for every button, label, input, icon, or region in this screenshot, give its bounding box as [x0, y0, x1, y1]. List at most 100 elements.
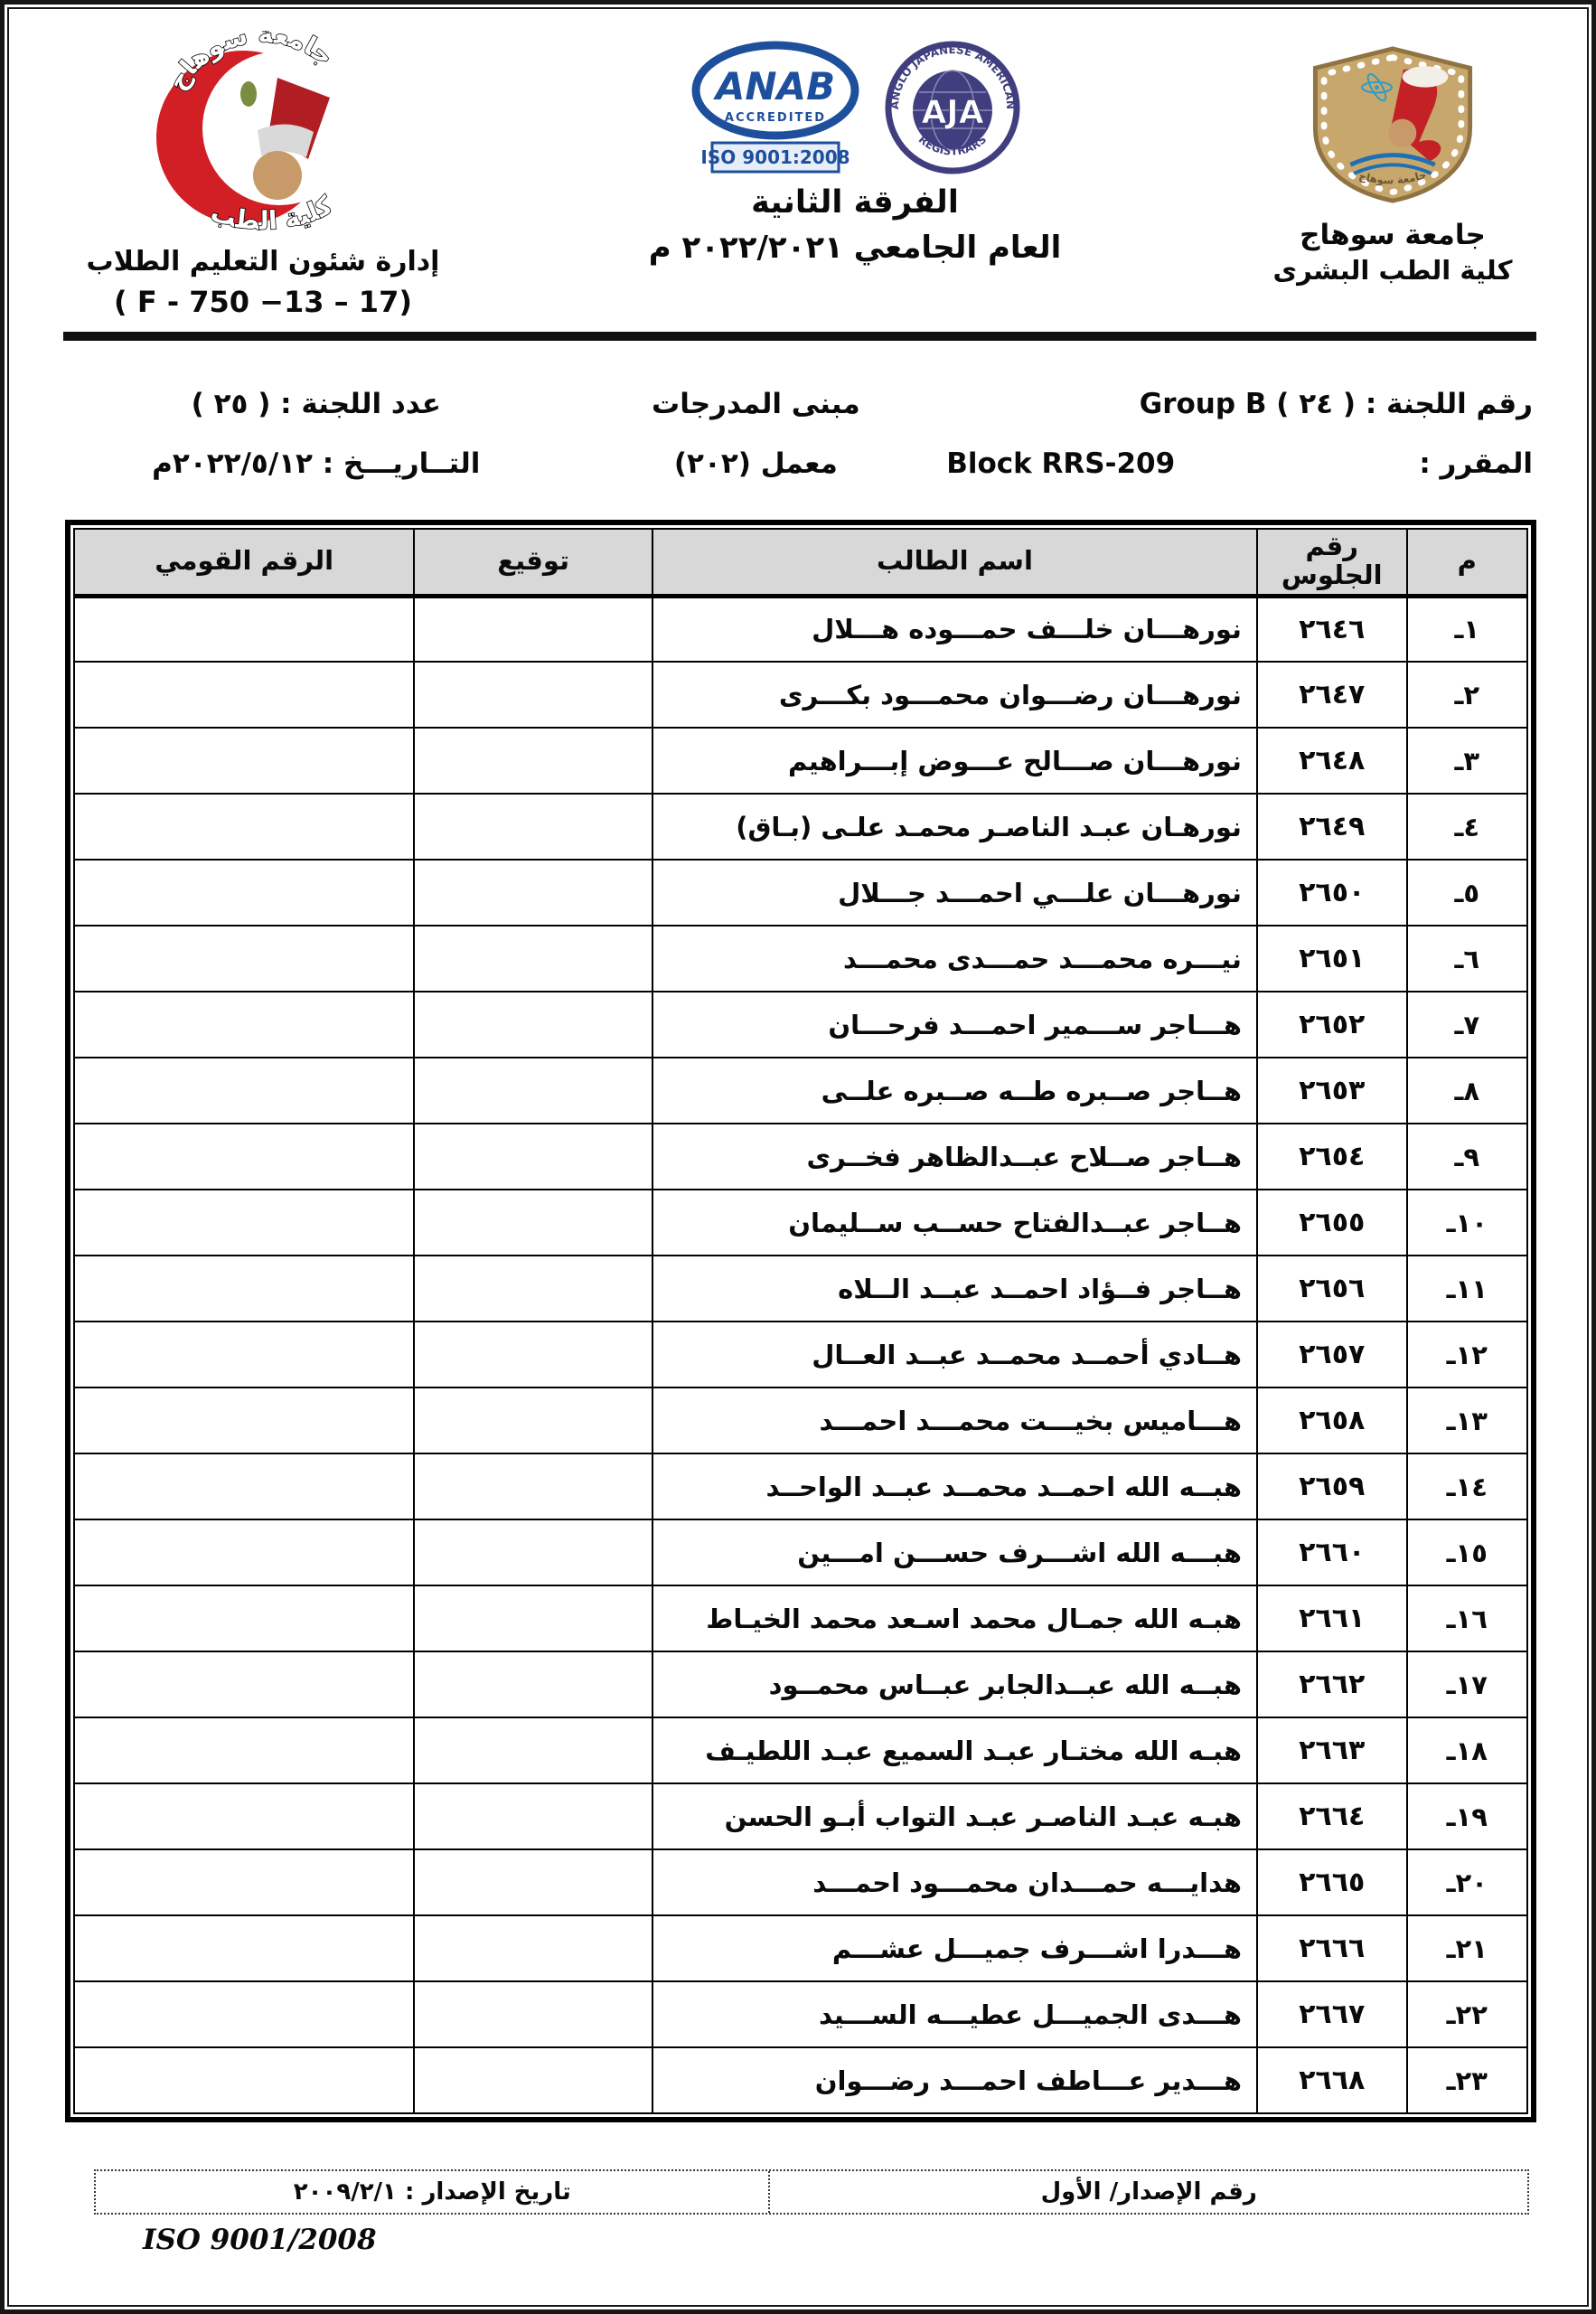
name-cell: هبـه عبـد الناصـر عبـد التواب أبـو الحسن	[652, 1783, 1258, 1850]
national-id-cell	[72, 1783, 416, 1850]
signature-cell	[413, 1255, 653, 1322]
national-id-cell	[72, 1519, 416, 1586]
student-row: ٣ـ ٢٦٤٨ نورهـــان صـــالح عـــوض إبـــراهي…	[72, 727, 1529, 795]
student-row: ٢ـ ٢٦٤٧ نورهـــان رضـــوان محمـــود بكـــر…	[72, 661, 1529, 729]
seat-cell: ٢٦٤٧	[1255, 661, 1408, 729]
student-row: ٨ـ ٢٦٥٣ هــاجر صــبره طــه صــبره علــى	[72, 1057, 1529, 1124]
student-row: ١٥ـ ٢٦٦٠ هبـــه الله اشـــرف حســـن امـــي…	[72, 1519, 1529, 1586]
signature-cell	[413, 991, 653, 1058]
m-cell: ٥ـ	[1405, 859, 1529, 927]
exam-info-section: رقم اللجنة : ( ٢٤ ) Group B مبنى المدرجا…	[67, 368, 1533, 480]
anab-wordmark: ANAB	[713, 64, 835, 108]
leaf-shape	[240, 81, 257, 107]
name-cell: هبـه الله مختـار عبـد السميع عبـد اللطيـ…	[652, 1717, 1258, 1784]
signature-cell	[413, 727, 653, 795]
page-header: جامعة سوهاج جامعة سوهاج كلية الطب البشرى…	[9, 9, 1587, 319]
signature-cell	[413, 1914, 653, 1982]
seat-cell: ٢٦٦٢	[1255, 1651, 1408, 1718]
seat-cell: ٢٦٤٩	[1255, 793, 1408, 861]
atom-icon	[1360, 80, 1393, 94]
signature-cell	[413, 1321, 653, 1388]
m-cell: ١٩ـ	[1405, 1783, 1529, 1850]
national-id-cell	[72, 595, 416, 663]
header-signature: توقيع	[413, 528, 653, 598]
page-inner-frame: جامعة سوهاج جامعة سوهاج كلية الطب البشرى…	[7, 7, 1589, 2307]
m-cell: ٩ـ	[1405, 1123, 1529, 1190]
m-cell: ١٥ـ	[1405, 1519, 1529, 1586]
seat-cell: ٢٦٥٨	[1255, 1387, 1408, 1454]
lab-label: معمل (٢٠٢)	[673, 447, 838, 480]
signature-cell	[413, 1189, 653, 1256]
national-id-cell	[72, 991, 416, 1058]
header-m: م	[1405, 528, 1529, 598]
national-id-cell	[72, 2046, 416, 2114]
header-seat-number: رقم الجلوس	[1255, 528, 1408, 598]
name-cell: نورهـــان رضـــوان محمـــود بكـــرى	[652, 661, 1258, 729]
national-id-cell	[72, 1914, 416, 1982]
student-row: ١ـ ٢٦٤٦ نورهـــان خلـــف حمـــوده هـــلال	[72, 595, 1529, 663]
m-cell: ١١ـ	[1405, 1255, 1529, 1322]
anab-iso-label: ISO 9001:2008	[700, 146, 850, 168]
national-id-cell	[72, 1848, 416, 1916]
student-row: ١٧ـ ٢٦٦٢ هبــه الله عبــدالجابر عبــاس محم…	[72, 1651, 1529, 1718]
student-row: ٢٣ـ ٢٦٦٨ هـــدير عـــاطف احمـــد رضـــوان	[72, 2046, 1529, 2114]
student-row: ٦ـ ٢٦٥١ نيـــره محمـــد حمـــدى محمـــد	[72, 925, 1529, 992]
name-cell: هبـه الله جمـال محمد اسـعد محمد الخيـاط	[652, 1585, 1258, 1652]
admin-block: جامعة سوهاج كلية الطب إدارة شئون التعليم…	[51, 18, 475, 319]
m-cell: ١٧ـ	[1405, 1651, 1529, 1718]
seat-cell: ٢٦٥١	[1255, 925, 1408, 992]
form-code: ( F - 750 −13 – 17)	[114, 285, 412, 319]
m-cell: ٢ـ	[1405, 661, 1529, 729]
signature-cell	[413, 1717, 653, 1784]
student-row: ١٤ـ ٢٦٥٩ هبــه الله احمــد محمــد عبــد ال…	[72, 1453, 1529, 1520]
m-cell: ٧ـ	[1405, 991, 1529, 1058]
student-row: ١٨ـ ٢٦٦٣ هبـه الله مختـار عبـد السميع عبـد…	[72, 1717, 1529, 1784]
national-id-cell	[72, 1321, 416, 1388]
seat-cell: ٢٦٥٧	[1255, 1321, 1408, 1388]
iso-certification-label: ISO 9001/2008	[143, 2224, 377, 2256]
student-row: ٢٢ـ ٢٦٦٧ هـــدى الجميـــل عطيـــه الســـيد	[72, 1980, 1529, 2048]
seat-cell: ٢٦٥٣	[1255, 1057, 1408, 1124]
header-student-name: اسم الطالب	[652, 528, 1258, 598]
student-row: ٤ـ ٢٦٤٩ نورهـان عبـد الناصـر محمـد علـى (ب…	[72, 793, 1529, 861]
seat-cell: ٢٦٦٨	[1255, 2046, 1408, 2114]
signature-cell	[413, 1123, 653, 1190]
seat-cell: ٢٦٦١	[1255, 1585, 1408, 1652]
seat-cell: ٢٦٥٤	[1255, 1123, 1408, 1190]
seat-cell: ٢٦٦٧	[1255, 1980, 1408, 2048]
name-cell: هـــدى الجميـــل عطيـــه الســـيد	[652, 1980, 1258, 2048]
student-table-frame: م رقم الجلوس اسم الطالب توقيع الرقم القو…	[65, 520, 1536, 2122]
header-center-block: ANAB ACCREDITED ISO 9001:2008 ANGLO JAPA…	[602, 31, 1108, 266]
committee-count: عدد اللجنة : ( ٢٥ )	[191, 388, 441, 420]
signature-cell	[413, 661, 653, 729]
aja-wordmark: AJA	[921, 94, 983, 131]
national-id-cell	[72, 1585, 416, 1652]
committee-number-label: رقم اللجنة : ( ٢٤ )	[1276, 388, 1533, 420]
exam-date: التــاريـــخ : ٢٠٢٢/٥/١٢م	[152, 447, 481, 480]
course-label: المقرر :	[1419, 447, 1533, 480]
signature-cell	[413, 1848, 653, 1916]
name-cell: نورهـــان علـــي احمـــد جـــلال	[652, 859, 1258, 927]
signature-cell	[413, 1519, 653, 1586]
grade-title: الفرقة الثانية	[751, 184, 959, 221]
seat-cell: ٢٦٦٦	[1255, 1914, 1408, 1982]
name-cell: هبـــه الله اشـــرف حســـن امـــين	[652, 1519, 1258, 1586]
signature-cell	[413, 925, 653, 992]
seat-cell: ٢٦٤٦	[1255, 595, 1408, 663]
info-row-2: المقرر : Block RRS-209 معمل (٢٠٢) التــا…	[67, 420, 1533, 480]
signature-cell	[413, 859, 653, 927]
issue-date: تاريخ الإصدار : ٢٠٠٩/٢/١	[293, 2178, 571, 2206]
seat-cell: ٢٦٥٠	[1255, 859, 1408, 927]
name-cell: نورهـان عبـد الناصـر محمـد علـى (بـاق)	[652, 793, 1258, 861]
name-cell: هـــاميس بخيـــت محمـــد احمـــد	[652, 1387, 1258, 1454]
name-cell: هـــاجر ســـمير احمـــد فرحـــان	[652, 991, 1258, 1058]
header-divider-rule	[63, 332, 1536, 341]
m-cell: ٦ـ	[1405, 925, 1529, 992]
issue-number: رقم الإصدار/ الأول	[768, 2171, 1527, 2213]
name-cell: هــاجر صــلاح عبــدالظاهر فخــرى	[652, 1123, 1258, 1190]
student-attendance-table: م رقم الجلوس اسم الطالب توقيع الرقم القو…	[72, 528, 1529, 2114]
m-cell: ١٤ـ	[1405, 1453, 1529, 1520]
national-id-cell	[72, 1255, 416, 1322]
signature-cell	[413, 1980, 653, 2048]
m-cell: ٨ـ	[1405, 1057, 1529, 1124]
